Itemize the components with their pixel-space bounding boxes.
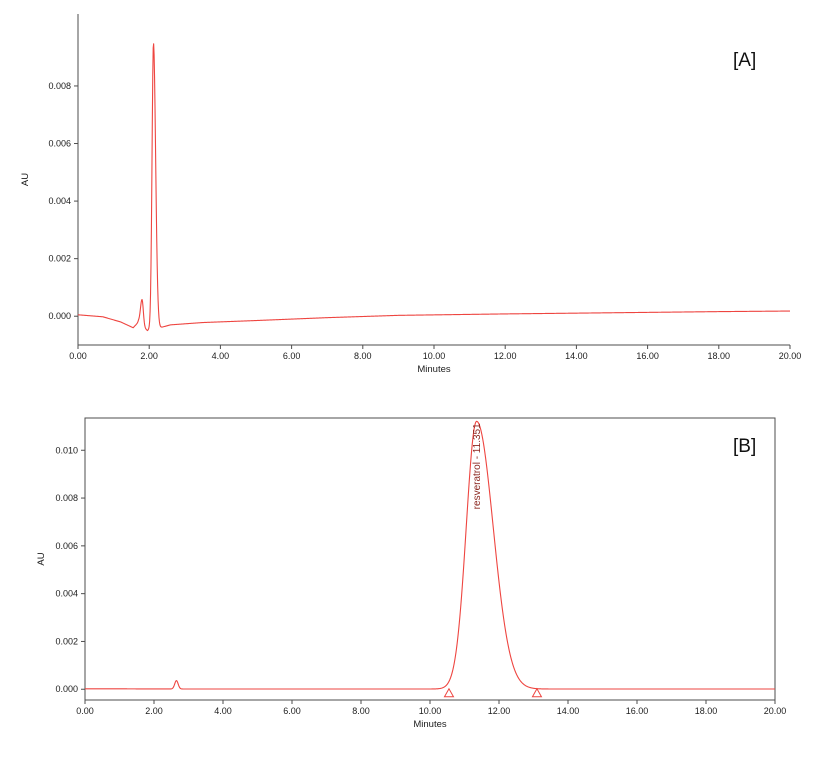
x-tick-label: 16.00 bbox=[626, 706, 649, 716]
x-tick-label: 10.00 bbox=[419, 706, 442, 716]
x-tick-label: 2.00 bbox=[145, 706, 163, 716]
y-tick-label: 0.002 bbox=[48, 254, 71, 264]
x-tick-label: 10.00 bbox=[423, 351, 446, 361]
y-tick-label: 0.008 bbox=[48, 81, 71, 91]
x-axis-label: Minutes bbox=[417, 364, 451, 375]
peak-label: resveratrol - 11.351 bbox=[472, 423, 483, 509]
y-axis-label: AU bbox=[20, 173, 31, 186]
x-tick-label: 16.00 bbox=[636, 351, 659, 361]
integration-marker bbox=[531, 687, 543, 698]
trace bbox=[77, 43, 791, 332]
x-tick-label: 0.00 bbox=[76, 706, 94, 716]
x-tick-label: 18.00 bbox=[695, 706, 718, 716]
x-tick-label: 0.00 bbox=[69, 351, 87, 361]
integration-marker bbox=[443, 687, 455, 698]
x-tick-label: 18.00 bbox=[708, 351, 731, 361]
x-tick-label: 14.00 bbox=[557, 706, 580, 716]
x-tick-label: 6.00 bbox=[283, 706, 301, 716]
x-tick-label: 20.00 bbox=[779, 351, 802, 361]
y-tick-label: 0.004 bbox=[55, 589, 78, 599]
chromatogram-A-svg: 0.00 2.00 4.00 6.00 8.00 10.00 12.00 14.00 16.00… bbox=[20, 14, 802, 375]
trace bbox=[84, 420, 776, 690]
x-tick-label: 4.00 bbox=[212, 351, 230, 361]
y-tick-label: 0.000 bbox=[48, 311, 71, 321]
chromatogram-A: 0.00 2.00 4.00 6.00 8.00 10.00 12.00 14.00 16.00… bbox=[20, 14, 802, 375]
chromatogram-B-svg: 0.00 2.00 4.00 6.00 8.00 10.00 12.00 14.00 16.00… bbox=[36, 417, 787, 730]
panel-label-B: [B] bbox=[733, 436, 757, 457]
x-tick-label: 12.00 bbox=[488, 706, 511, 716]
x-tick-label: 8.00 bbox=[354, 351, 372, 361]
y-axis-label: AU bbox=[36, 552, 47, 565]
y-tick-label: 0.006 bbox=[48, 139, 71, 149]
plot-border bbox=[84, 417, 776, 701]
y-tick-label: 0.004 bbox=[48, 196, 71, 206]
x-tick-label: 8.00 bbox=[352, 706, 370, 716]
x-tick-label: 20.00 bbox=[764, 706, 787, 716]
x-tick-label: 12.00 bbox=[494, 351, 517, 361]
y-tick-label: 0.006 bbox=[55, 541, 78, 551]
x-tick-label: 6.00 bbox=[283, 351, 301, 361]
panel-label-A: [A] bbox=[733, 50, 757, 71]
x-tick-label: 4.00 bbox=[214, 706, 232, 716]
y-tick-label: 0.010 bbox=[55, 445, 78, 455]
x-tick-label: 2.00 bbox=[140, 351, 158, 361]
y-tick-label: 0.000 bbox=[55, 684, 78, 694]
y-tick-label: 0.008 bbox=[55, 493, 78, 503]
x-tick-label: 14.00 bbox=[565, 351, 588, 361]
chromatogram-B: 0.00 2.00 4.00 6.00 8.00 10.00 12.00 14.00 16.00… bbox=[0, 390, 828, 768]
y-tick-label: 0.002 bbox=[55, 636, 78, 646]
x-axis-label: Minutes bbox=[413, 719, 447, 730]
